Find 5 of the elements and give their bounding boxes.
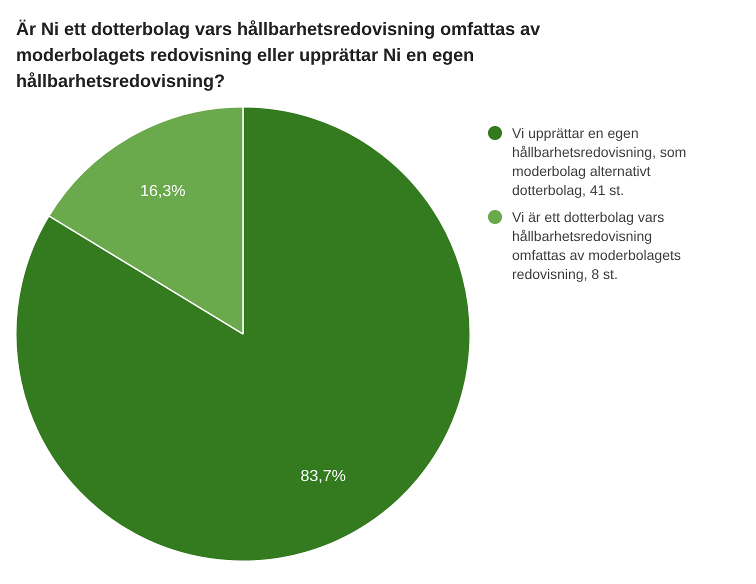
legend-label: Vi upprättar en egen hållbarhetsredovisning, som moderbolag alternativt dotterbolag, 41 st. [512,124,688,200]
legend-label: Vi är ett dotterbolag vars hållbarhetsredovisning omfattas av moderbolagets redovisning, 8 st. [512,208,682,284]
data-label: 16,3% [140,182,186,200]
data-label: 83,7% [300,468,346,486]
chart-title: Är Ni ett dotterbolag vars hållbarhetsredovisning omfattas av moderbolagets redovisning eller upprättar Ni en egen hållbarhetsredovisning? [15,18,542,93]
